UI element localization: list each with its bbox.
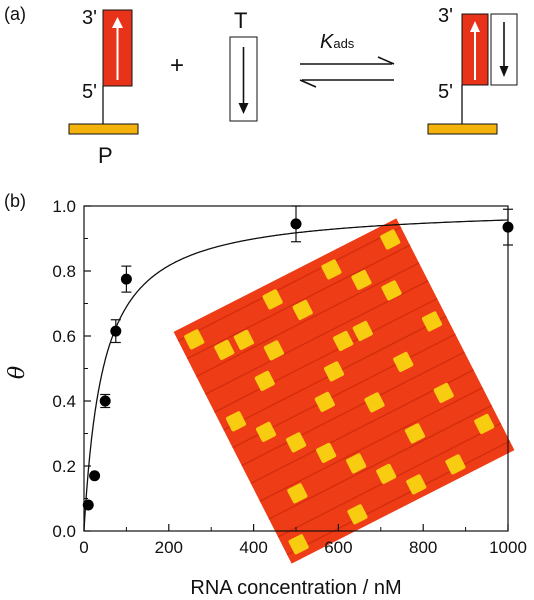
array-spot bbox=[214, 339, 235, 360]
microarray-group bbox=[173, 218, 515, 564]
right-5prime-label: 5' bbox=[438, 81, 453, 103]
array-spot bbox=[323, 361, 345, 382]
array-row-line bbox=[259, 387, 483, 502]
x-tick-label: 200 bbox=[155, 538, 183, 557]
array-spot bbox=[445, 454, 466, 475]
array-spot bbox=[474, 413, 495, 434]
y-tick-label: 0.8 bbox=[52, 262, 76, 281]
left-5prime-label: 5' bbox=[82, 81, 97, 103]
array-spot bbox=[404, 423, 426, 444]
array-spot bbox=[288, 534, 309, 555]
plus-sign: + bbox=[170, 52, 185, 79]
array-row-line bbox=[214, 297, 438, 413]
y-tick-label: 0.0 bbox=[52, 522, 76, 541]
left-surface bbox=[68, 123, 139, 135]
data-point bbox=[502, 221, 514, 233]
left-probe-arrowhead bbox=[112, 17, 123, 28]
array-row-line bbox=[195, 262, 420, 378]
right-target-arrowhead bbox=[499, 66, 509, 77]
data-point bbox=[120, 273, 132, 285]
array-spot bbox=[421, 311, 443, 332]
array-spot bbox=[184, 329, 205, 350]
array-row-line bbox=[177, 226, 402, 342]
y-tick-label: 0.4 bbox=[52, 392, 76, 411]
k-symbol: K bbox=[320, 31, 334, 53]
array-row-line bbox=[186, 244, 411, 360]
array-spot bbox=[364, 392, 385, 413]
x-tick-label: 0 bbox=[79, 538, 88, 557]
right-probe-arrowhead bbox=[470, 21, 480, 32]
array-spot bbox=[376, 463, 397, 484]
array-spot bbox=[346, 453, 367, 474]
array-spot bbox=[381, 280, 402, 301]
data-point bbox=[82, 499, 94, 511]
data-point bbox=[290, 218, 302, 230]
array-spot bbox=[406, 474, 427, 495]
microarray-image bbox=[173, 218, 515, 564]
array-row-line bbox=[241, 351, 465, 467]
array-row-line bbox=[268, 404, 493, 520]
kads-label: Kads bbox=[320, 32, 354, 52]
target-arrowhead bbox=[238, 103, 249, 114]
forward-arrowhead bbox=[377, 56, 395, 65]
array-spot bbox=[263, 340, 284, 361]
panel-b-label: (b) bbox=[4, 191, 26, 211]
array-spot bbox=[433, 382, 454, 403]
y-tick-label: 0.6 bbox=[52, 327, 76, 346]
data-point bbox=[89, 470, 101, 482]
y-axis-title: θ bbox=[5, 366, 30, 379]
right-surface bbox=[427, 123, 498, 135]
array-spot bbox=[254, 370, 275, 391]
data-points bbox=[82, 205, 514, 511]
array-spot bbox=[352, 320, 373, 341]
array-spot bbox=[333, 330, 354, 351]
y-tick-label: 0.2 bbox=[52, 457, 76, 476]
chart-axes: 0 200 400 600 800 1000 0.0 0.2 0.4 0.6 0.8 1.0 RNA c… bbox=[5, 197, 527, 599]
array-spot bbox=[316, 442, 337, 463]
array-spot bbox=[351, 269, 372, 291]
panel-a-label: (a) bbox=[4, 4, 26, 24]
array-spot bbox=[262, 289, 283, 310]
data-point bbox=[110, 325, 122, 337]
data-point bbox=[99, 395, 111, 407]
x-tick-label: 400 bbox=[239, 538, 267, 557]
reverse-arrowhead bbox=[299, 79, 317, 88]
array-spot bbox=[287, 483, 308, 504]
left-3prime-label: 3' bbox=[82, 7, 97, 29]
x-axis-title: RNA concentration / nM bbox=[190, 577, 401, 599]
array-spot bbox=[347, 504, 368, 525]
array-row-line bbox=[286, 440, 511, 556]
y-tick-label: 1.0 bbox=[52, 197, 76, 216]
array-spot bbox=[292, 299, 313, 320]
array-spot bbox=[321, 259, 342, 280]
target-label: T bbox=[234, 8, 248, 33]
array-spot bbox=[393, 351, 414, 372]
k-subscript: ads bbox=[333, 36, 355, 51]
array-spot bbox=[286, 432, 307, 453]
right-3prime-label: 3' bbox=[438, 5, 453, 27]
array-spot bbox=[233, 329, 254, 350]
x-tick-label: 1000 bbox=[489, 538, 527, 557]
array-spot bbox=[314, 391, 335, 412]
x-tick-label: 800 bbox=[409, 538, 437, 557]
array-spot bbox=[225, 411, 247, 432]
x-tick-label: 600 bbox=[324, 538, 352, 557]
array-spot bbox=[380, 229, 401, 250]
array-spot bbox=[255, 421, 277, 442]
probe-label: P bbox=[98, 143, 113, 168]
